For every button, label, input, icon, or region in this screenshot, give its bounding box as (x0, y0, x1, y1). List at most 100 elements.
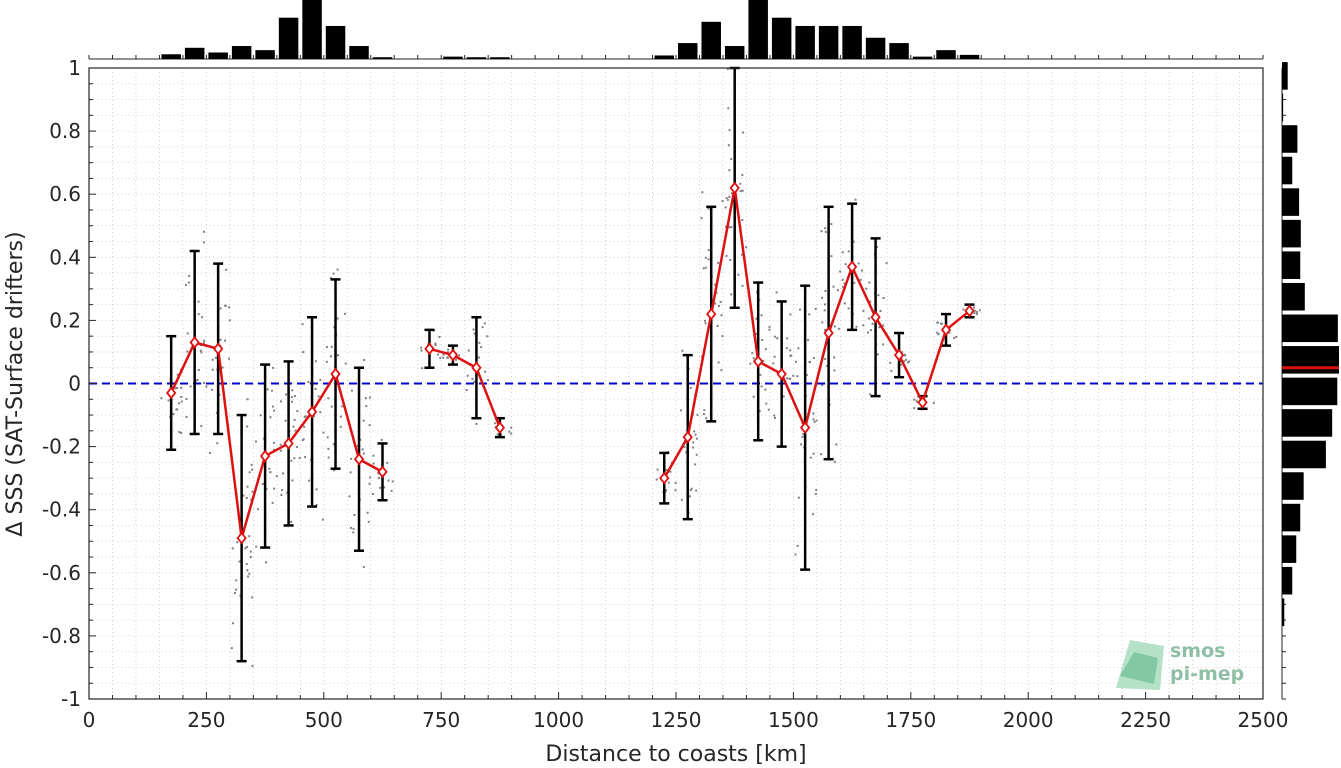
scatter-point (249, 555, 252, 558)
scatter-point (368, 482, 371, 485)
scatter-point (859, 278, 862, 281)
scatter-point (821, 384, 824, 387)
scatter-point (681, 349, 684, 352)
scatter-point (824, 357, 827, 360)
scatter-point (726, 198, 729, 201)
scatter-point (674, 481, 677, 484)
scatter-point (773, 414, 776, 417)
scatter-point (953, 337, 956, 340)
scatter-point (768, 328, 771, 331)
scatter-point (759, 373, 762, 376)
mean-marker (259, 449, 271, 463)
scatter-point (692, 446, 695, 449)
x-axis-title: Distance to coasts [km] (545, 742, 806, 767)
scatter-point (353, 513, 356, 516)
mean-marker (353, 452, 365, 466)
scatter-point (180, 400, 183, 403)
mean-marker (471, 361, 482, 375)
scatter-point (329, 277, 332, 280)
scatter-point (197, 300, 200, 303)
scatter-point (814, 492, 817, 495)
scatter-point (857, 262, 860, 265)
scatter-point (789, 313, 792, 316)
scatter-point (882, 343, 885, 346)
scatter-point (315, 503, 318, 506)
top-histogram-bar (161, 54, 181, 59)
scatter-point (362, 566, 365, 569)
scatter-point (442, 353, 445, 356)
right-histogram-bar (1282, 251, 1301, 279)
mean-marker (893, 348, 905, 362)
scatter-point (455, 358, 458, 361)
scatter-point (820, 230, 823, 233)
scatter-point (741, 174, 744, 177)
scatter-point (290, 396, 293, 399)
scatter-point (752, 395, 755, 398)
scatter-point (707, 258, 710, 261)
right-histogram-bar (1282, 535, 1297, 563)
scatter-point (809, 360, 812, 363)
scatter-point (866, 331, 869, 334)
scatter-point (694, 433, 697, 436)
scatter-point (272, 366, 275, 369)
scatter-point (862, 324, 865, 327)
right-histogram-bar (1282, 409, 1333, 437)
scatter-point (249, 550, 252, 553)
scatter-point (290, 520, 293, 523)
scatter-point (688, 495, 691, 498)
y-tick-label: -0.6 (42, 561, 81, 585)
scatter-point (824, 230, 827, 233)
scatter-point (265, 487, 268, 490)
x-tick-label: 2500 (1238, 708, 1289, 732)
scatter-point (705, 417, 708, 420)
scatter-point (202, 381, 205, 384)
scatter-point (812, 513, 815, 516)
scatter-point (224, 304, 227, 307)
scatter-point (483, 322, 486, 325)
scatter-point (325, 360, 328, 363)
scatter-point (301, 323, 304, 326)
scatter-point (878, 326, 881, 329)
scatter-point (178, 402, 181, 405)
scatter-point (211, 358, 214, 361)
mean-marker (870, 310, 881, 324)
scatter-point (458, 354, 461, 357)
scatter-point (755, 317, 758, 320)
scatter-point (695, 453, 698, 456)
scatter-point (689, 489, 692, 492)
scatter-point (704, 322, 707, 325)
scatter-point (695, 489, 698, 492)
scatter-point (176, 386, 179, 389)
smos-pi-mep-logo: smos pi-mep (1116, 640, 1244, 690)
scatter-point (231, 547, 234, 550)
scatter-point (815, 419, 818, 422)
scatter-point (824, 289, 827, 292)
mean-marker (166, 386, 177, 400)
scatter-point (812, 418, 815, 421)
x-tick-label: 500 (305, 708, 343, 732)
scatter-point (372, 462, 375, 465)
scatter-point (188, 274, 191, 277)
scatter-point (251, 664, 254, 667)
scatter-point (717, 304, 720, 307)
x-tick-label: 750 (422, 708, 460, 732)
scatter-point (473, 332, 476, 335)
scatter-point (510, 426, 513, 429)
scatter-point (291, 389, 294, 392)
scatter-point (364, 397, 367, 400)
scatter-point (225, 268, 228, 271)
scatter-point (487, 379, 490, 382)
scatter-point (937, 333, 940, 336)
scatter-point (704, 266, 707, 269)
top-histogram-bar (959, 54, 980, 59)
scatter-point (302, 351, 305, 354)
scatter-point (304, 456, 307, 459)
scatter-point (833, 460, 836, 463)
scatter-point (741, 218, 744, 221)
top-histogram-bar (889, 43, 909, 59)
scatter-point (680, 409, 683, 412)
scatter-point (692, 441, 695, 444)
scatter-point (271, 405, 274, 408)
scatter-point (773, 355, 776, 358)
scatter-point (362, 419, 365, 422)
